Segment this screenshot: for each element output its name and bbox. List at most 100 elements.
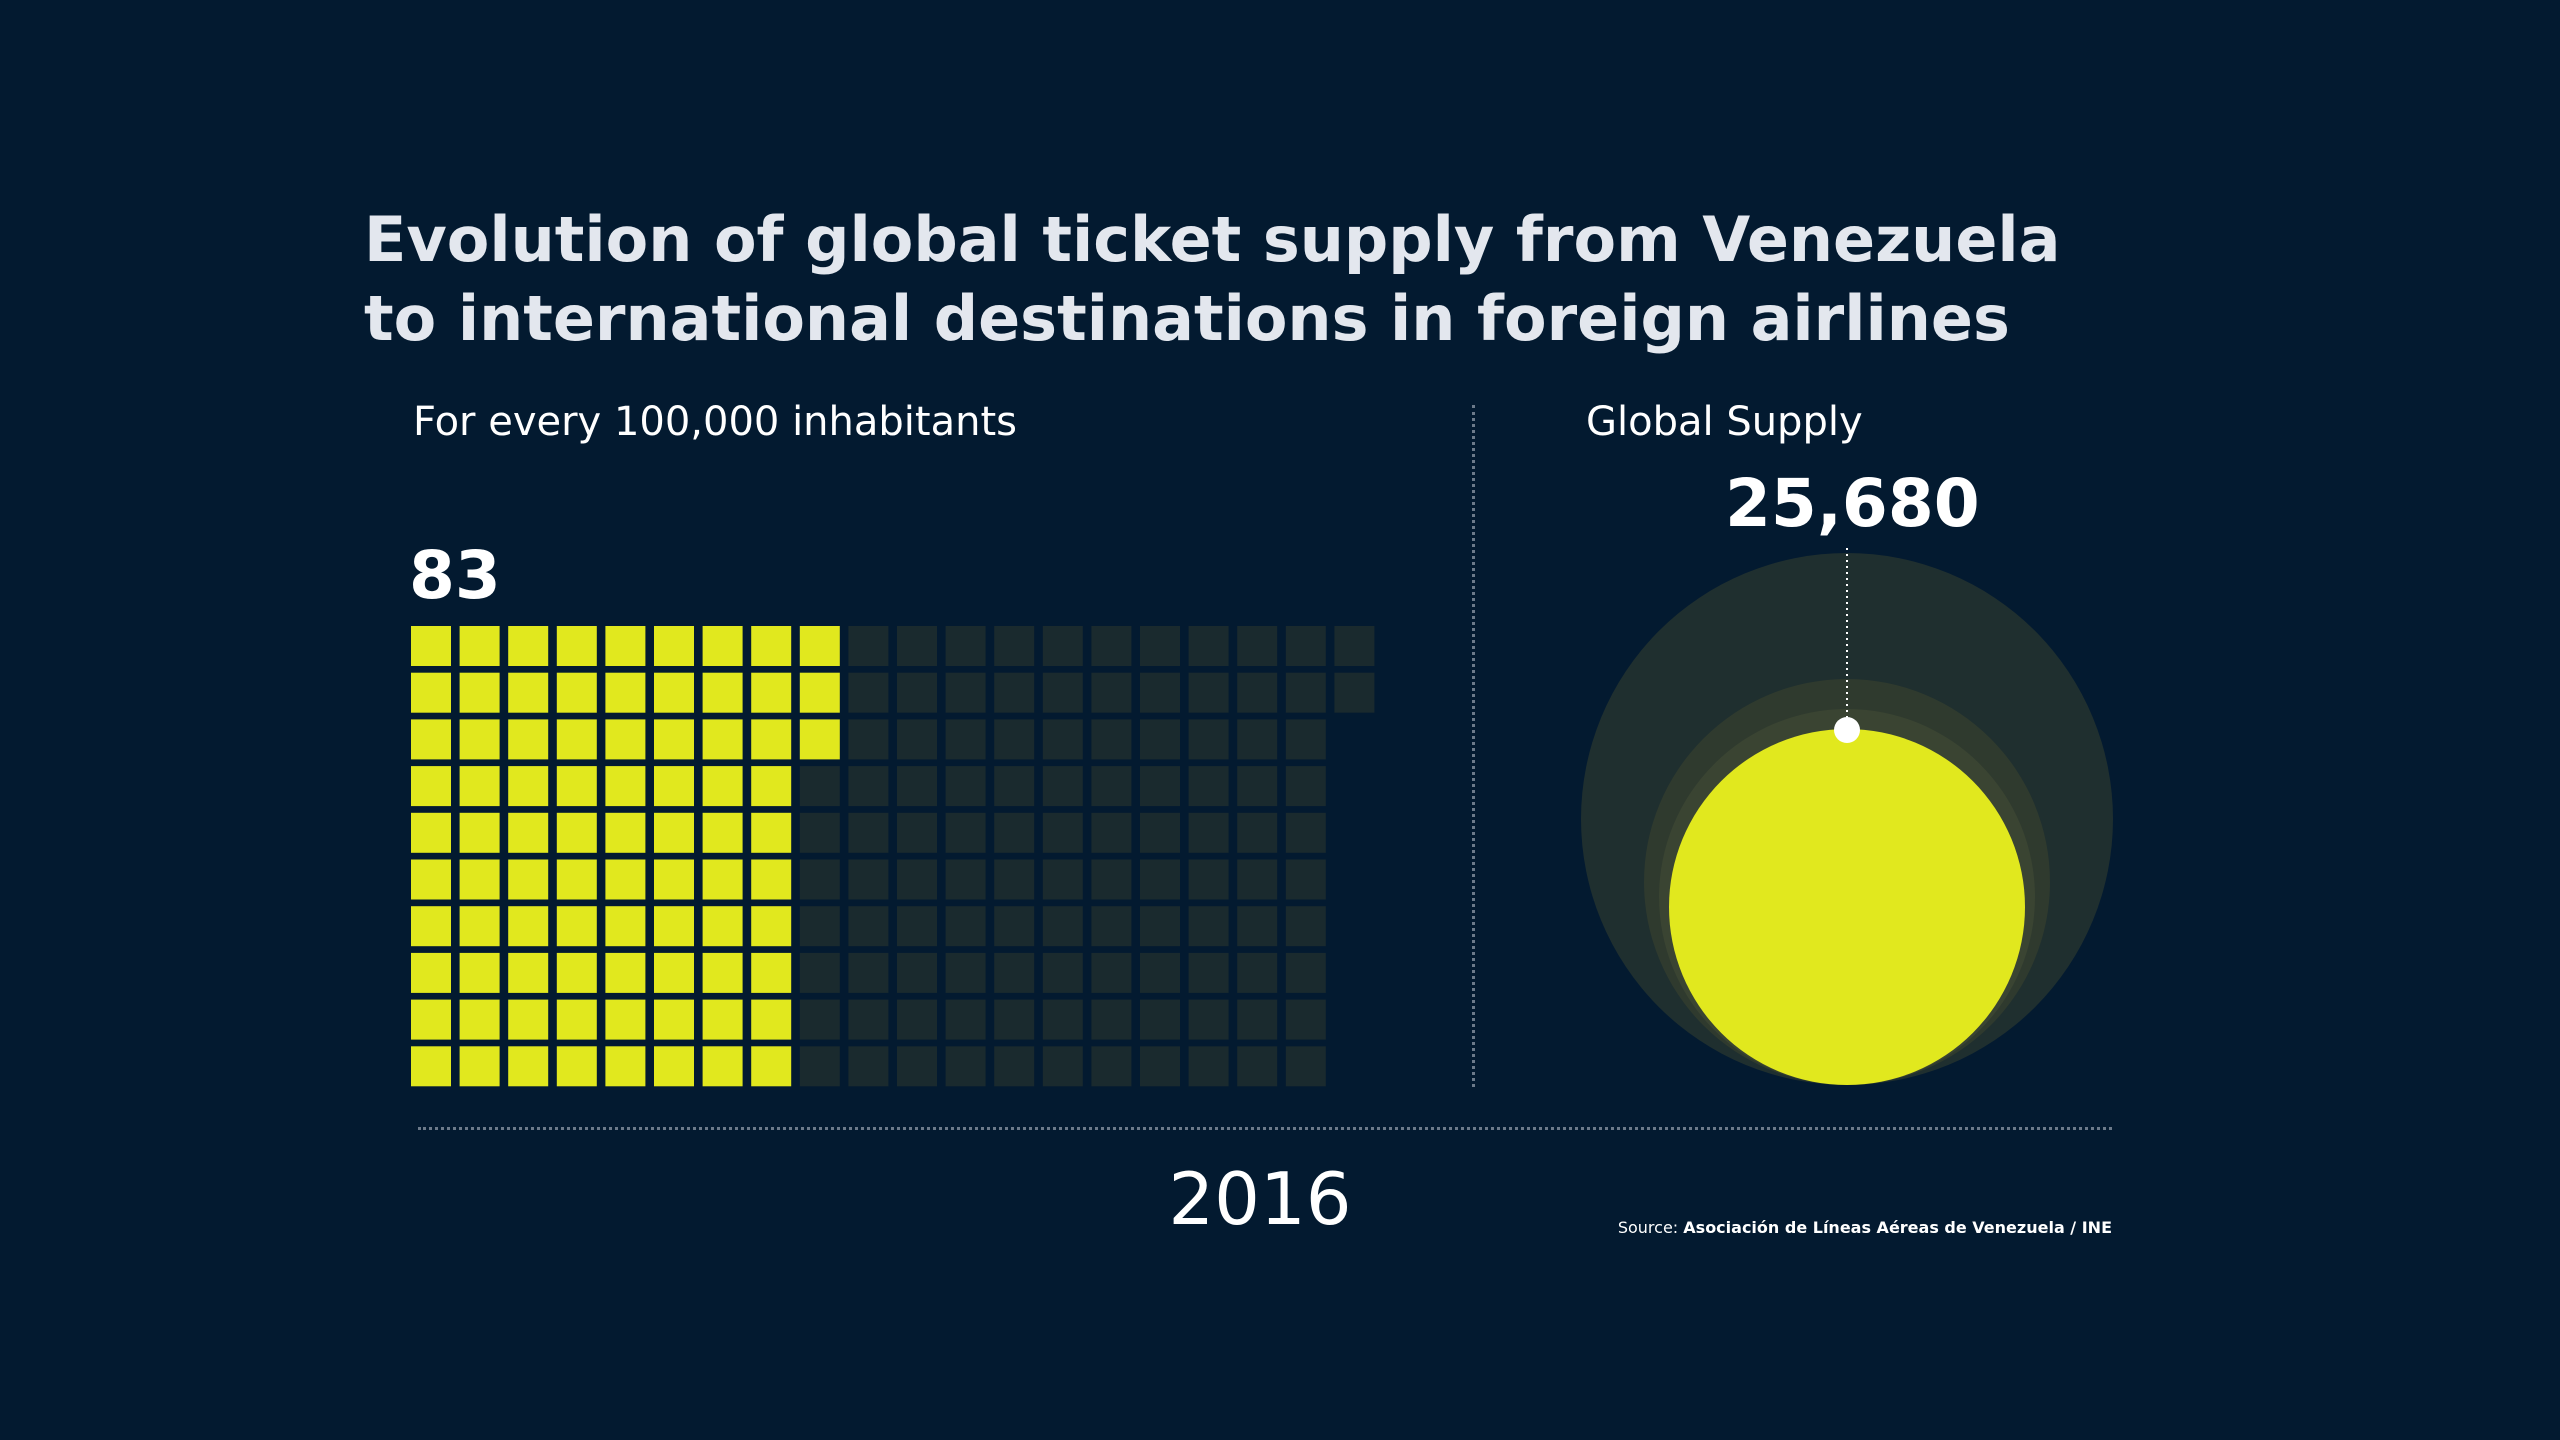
bubble-value-circle bbox=[1669, 729, 2025, 1085]
waffle-square-empty bbox=[945, 626, 986, 666]
waffle-square-empty bbox=[1140, 672, 1180, 713]
waffle-square-empty bbox=[1042, 812, 1083, 853]
waffle-square-filled bbox=[702, 1046, 743, 1087]
waffle-square-empty bbox=[897, 1046, 937, 1087]
waffle-square-empty bbox=[1188, 719, 1229, 760]
waffle-square-filled bbox=[556, 859, 597, 900]
waffle-square-empty bbox=[1091, 859, 1132, 900]
waffle-square-filled bbox=[556, 766, 597, 807]
waffle-square-filled bbox=[654, 1046, 694, 1087]
waffle-square-empty bbox=[1237, 719, 1278, 760]
waffle-square-empty bbox=[848, 626, 889, 666]
waffle-square-filled bbox=[751, 952, 792, 993]
waffle-square-empty bbox=[897, 766, 937, 807]
waffle-square-empty bbox=[1285, 812, 1326, 853]
waffle-square-empty bbox=[945, 952, 986, 993]
waffle-square-empty bbox=[1091, 906, 1132, 947]
waffle-square-filled bbox=[702, 906, 743, 947]
vertical-divider bbox=[1472, 405, 1475, 1087]
waffle-square-empty bbox=[897, 719, 937, 760]
waffle-square-empty bbox=[1042, 859, 1083, 900]
waffle-square-filled bbox=[654, 906, 694, 947]
chart-title: Evolution of global ticket supply from V… bbox=[364, 200, 2064, 358]
waffle-square-filled bbox=[459, 952, 500, 993]
waffle-square-filled bbox=[411, 1046, 451, 1087]
waffle-square-filled bbox=[605, 906, 646, 947]
waffle-square-filled bbox=[605, 952, 646, 993]
waffle-square-empty bbox=[994, 626, 1035, 666]
waffle-square-filled bbox=[556, 719, 597, 760]
waffle-square-filled bbox=[459, 766, 500, 807]
waffle-square-empty bbox=[945, 999, 986, 1040]
waffle-square-filled bbox=[751, 626, 792, 666]
waffle-square-empty bbox=[1091, 626, 1132, 666]
waffle-square-empty bbox=[1188, 859, 1229, 900]
waffle-square-empty bbox=[945, 1046, 986, 1087]
waffle-square-empty bbox=[1237, 859, 1278, 900]
waffle-square-empty bbox=[1091, 999, 1132, 1040]
waffle-square-empty bbox=[1042, 672, 1083, 713]
waffle-value-label: 83 bbox=[409, 537, 501, 614]
waffle-square-filled bbox=[411, 766, 451, 807]
waffle-square-empty bbox=[1285, 1046, 1326, 1087]
waffle-square-empty bbox=[994, 672, 1035, 713]
waffle-square-empty bbox=[1188, 999, 1229, 1040]
waffle-square-filled bbox=[654, 812, 694, 853]
waffle-square-empty bbox=[994, 812, 1035, 853]
waffle-square-filled bbox=[459, 812, 500, 853]
waffle-square-empty bbox=[1188, 812, 1229, 853]
waffle-square-filled bbox=[508, 719, 549, 760]
waffle-square-filled bbox=[459, 626, 500, 666]
waffle-square-filled bbox=[556, 812, 597, 853]
waffle-square-empty bbox=[897, 626, 937, 666]
waffle-square-filled bbox=[654, 859, 694, 900]
waffle-square-filled bbox=[508, 952, 549, 993]
waffle-square-filled bbox=[411, 672, 451, 713]
waffle-square-filled bbox=[508, 766, 549, 807]
waffle-square-empty bbox=[1091, 672, 1132, 713]
waffle-subtitle: For every 100,000 inhabitants bbox=[413, 399, 1017, 445]
waffle-square-filled bbox=[605, 626, 646, 666]
waffle-square-filled bbox=[411, 952, 451, 993]
waffle-square-empty bbox=[994, 906, 1035, 947]
waffle-square-empty bbox=[1237, 1046, 1278, 1087]
waffle-square-filled bbox=[654, 626, 694, 666]
waffle-square-filled bbox=[702, 812, 743, 853]
waffle-square-empty bbox=[1237, 999, 1278, 1040]
waffle-square-filled bbox=[654, 999, 694, 1040]
waffle-square-empty bbox=[897, 906, 937, 947]
waffle-square-empty bbox=[1042, 626, 1083, 666]
waffle-square-empty bbox=[1140, 859, 1180, 900]
waffle-square-empty bbox=[994, 766, 1035, 807]
waffle-square-filled bbox=[459, 719, 500, 760]
waffle-square-filled bbox=[556, 672, 597, 713]
waffle-square-empty bbox=[1188, 906, 1229, 947]
waffle-square-filled bbox=[508, 1046, 549, 1087]
waffle-square-filled bbox=[508, 906, 549, 947]
waffle-square-empty bbox=[848, 812, 889, 853]
waffle-square-empty bbox=[1091, 719, 1132, 760]
waffle-square-empty bbox=[897, 999, 937, 1040]
waffle-square-empty bbox=[1042, 906, 1083, 947]
waffle-square-filled bbox=[508, 626, 549, 666]
waffle-square-filled bbox=[702, 766, 743, 807]
waffle-square-empty bbox=[1285, 952, 1326, 993]
source-text: Asociación de Líneas Aéreas de Venezuela… bbox=[1683, 1218, 2112, 1237]
waffle-square-filled bbox=[605, 1046, 646, 1087]
waffle-square-empty bbox=[1042, 1046, 1083, 1087]
waffle-square-filled bbox=[654, 672, 694, 713]
waffle-square-filled bbox=[702, 626, 743, 666]
waffle-square-filled bbox=[799, 626, 840, 666]
waffle-square-filled bbox=[751, 812, 792, 853]
waffle-square-filled bbox=[654, 952, 694, 993]
waffle-square-empty bbox=[799, 999, 840, 1040]
waffle-square-empty bbox=[1140, 812, 1180, 853]
waffle-square-empty bbox=[897, 812, 937, 853]
waffle-square-empty bbox=[1285, 859, 1326, 900]
waffle-square-filled bbox=[799, 719, 840, 760]
waffle-square-empty bbox=[945, 812, 986, 853]
waffle-square-empty bbox=[848, 672, 889, 713]
waffle-square-filled bbox=[411, 812, 451, 853]
waffle-square-filled bbox=[508, 672, 549, 713]
